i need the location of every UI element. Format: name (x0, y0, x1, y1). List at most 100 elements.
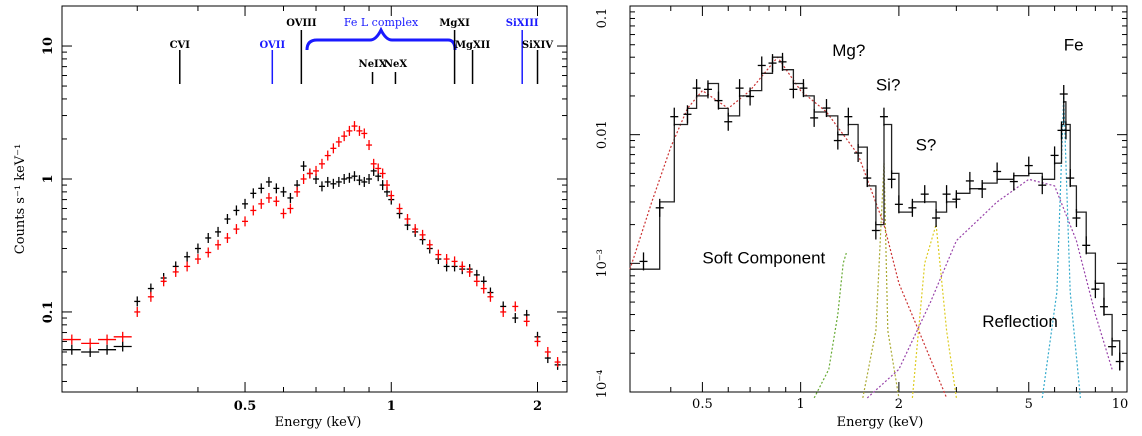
data-point (757, 56, 766, 75)
data-point (879, 107, 888, 126)
data-point (134, 296, 141, 307)
right-plot-frame (629, 5, 1128, 393)
data-point (1038, 176, 1047, 195)
spectral-annotation: Reflection (982, 312, 1058, 331)
left-x-tick-label: 0.5 (234, 399, 257, 414)
data-point (346, 172, 353, 183)
data-point (258, 183, 265, 194)
data-point (500, 306, 507, 317)
left-plot-frame (61, 5, 568, 393)
data-point (356, 175, 363, 186)
data-point (692, 79, 701, 98)
data-point (871, 221, 880, 240)
data-point (854, 144, 863, 163)
data-point (639, 252, 648, 271)
data-point (724, 112, 733, 131)
data-point (265, 192, 272, 203)
data-point (287, 192, 294, 203)
left-x-tick-label: 2 (533, 399, 542, 414)
data-point (1091, 280, 1100, 299)
emission-line-label: NeIX (359, 59, 387, 70)
data-point (1059, 85, 1068, 104)
model-component-curve (862, 163, 900, 399)
data-point (258, 198, 265, 209)
emission-line-label: OVII (259, 40, 285, 51)
data-point (184, 251, 191, 262)
emission-line-label: SiXIV (522, 40, 553, 51)
emission-line-label: NeX (384, 59, 408, 70)
data-point (351, 171, 358, 182)
data-point (655, 198, 664, 217)
data-point (318, 158, 325, 169)
right-y-tick-label: 0.01 (595, 120, 610, 149)
data-point (98, 334, 117, 345)
spectral-annotation: S? (916, 136, 937, 155)
data-point (554, 357, 561, 368)
data-point (978, 180, 987, 199)
data-point (366, 140, 373, 151)
data-point (215, 239, 222, 250)
data-point (313, 165, 320, 176)
data-point (341, 173, 348, 184)
data-point (683, 105, 692, 124)
right-y-tick-label: 10⁻³ (595, 249, 610, 278)
data-point (735, 79, 744, 98)
data-point (863, 169, 872, 188)
left-x-axis-label: Energy (keV) (275, 415, 362, 430)
right-x-tick-label: 1 (797, 397, 805, 412)
data-point (233, 224, 240, 235)
data-point (388, 190, 395, 201)
data-point (330, 178, 337, 189)
data-point (993, 162, 1002, 181)
data-point (1115, 352, 1124, 371)
data-point (714, 91, 723, 110)
left-y-tick-label: 1 (41, 174, 56, 183)
data-point (404, 214, 411, 225)
data-point (487, 291, 494, 302)
data-point (366, 173, 373, 184)
data-point (273, 196, 280, 207)
data-point (113, 331, 132, 342)
data-point (1099, 297, 1108, 316)
data-point (250, 205, 257, 216)
spectral-annotation: Fe (1064, 36, 1084, 55)
data-point (346, 125, 353, 136)
data-point (894, 195, 903, 214)
data-point (361, 128, 368, 139)
data-point (242, 216, 249, 227)
data-point (242, 198, 249, 209)
left-x-tick-label: 1 (387, 399, 396, 414)
data-point (324, 150, 331, 161)
model-component-curve (629, 56, 948, 399)
data-point (746, 87, 755, 106)
model-step-line (630, 56, 1121, 370)
model-component-curve (911, 224, 957, 398)
right-y-tick-label: 10⁻⁴ (595, 370, 610, 399)
data-point (62, 344, 81, 355)
data-point (172, 266, 179, 277)
data-point (224, 232, 231, 243)
data-point (443, 254, 450, 265)
data-point (965, 171, 974, 190)
data-point (224, 214, 231, 225)
data-point (184, 261, 191, 272)
data-point (703, 80, 712, 99)
data-point (534, 336, 541, 347)
emission-line-label: OVIII (286, 18, 317, 29)
right-x-tick-label: 10 (1112, 397, 1129, 412)
fe-l-complex-brace (305, 26, 457, 51)
data-point (194, 254, 201, 265)
data-point (351, 121, 358, 132)
data-point (1050, 146, 1059, 165)
data-point (81, 346, 100, 357)
data-point (396, 203, 403, 214)
data-point (341, 131, 348, 142)
data-point (1082, 236, 1091, 255)
emission-line-label: CVI (170, 40, 191, 51)
data-point (81, 338, 100, 349)
data-point (113, 341, 132, 352)
data-point (265, 176, 272, 187)
data-point (205, 247, 212, 258)
left-y-axis-label: Counts s⁻¹ keV⁻¹ (13, 144, 28, 254)
